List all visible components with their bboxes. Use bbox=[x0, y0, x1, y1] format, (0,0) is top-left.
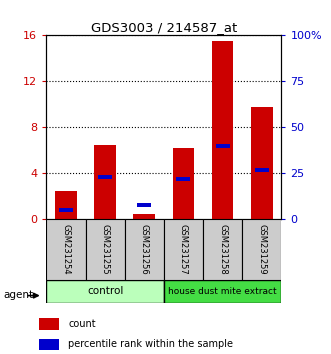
Text: house dust mite extract: house dust mite extract bbox=[168, 287, 277, 296]
Bar bbox=[39, 338, 59, 350]
Bar bbox=[46, 219, 85, 280]
Text: agent: agent bbox=[3, 290, 33, 299]
Bar bbox=[98, 175, 112, 179]
Text: GSM231254: GSM231254 bbox=[62, 224, 71, 275]
Text: GSM231255: GSM231255 bbox=[101, 224, 110, 275]
Bar bbox=[94, 145, 116, 219]
Text: GSM231258: GSM231258 bbox=[218, 224, 227, 275]
Text: GSM231257: GSM231257 bbox=[179, 224, 188, 275]
Bar bbox=[242, 219, 281, 280]
Bar bbox=[125, 219, 164, 280]
Bar bbox=[164, 280, 281, 303]
Bar bbox=[85, 219, 125, 280]
Title: GDS3003 / 214587_at: GDS3003 / 214587_at bbox=[91, 21, 237, 34]
Text: GSM231256: GSM231256 bbox=[140, 224, 149, 275]
Bar bbox=[173, 148, 194, 219]
Bar bbox=[46, 280, 164, 303]
Bar bbox=[137, 203, 151, 207]
Bar bbox=[212, 41, 233, 219]
Bar bbox=[39, 318, 59, 330]
Text: percentile rank within the sample: percentile rank within the sample bbox=[68, 339, 233, 349]
Text: GSM231259: GSM231259 bbox=[257, 224, 266, 275]
Bar bbox=[55, 191, 77, 219]
Text: control: control bbox=[87, 286, 123, 296]
Bar bbox=[251, 107, 272, 219]
Text: count: count bbox=[68, 319, 96, 329]
Bar bbox=[59, 208, 73, 212]
Bar bbox=[215, 144, 230, 148]
Bar bbox=[133, 214, 155, 219]
Bar bbox=[164, 219, 203, 280]
Bar bbox=[203, 219, 242, 280]
Bar bbox=[176, 177, 190, 181]
Bar bbox=[255, 168, 269, 172]
